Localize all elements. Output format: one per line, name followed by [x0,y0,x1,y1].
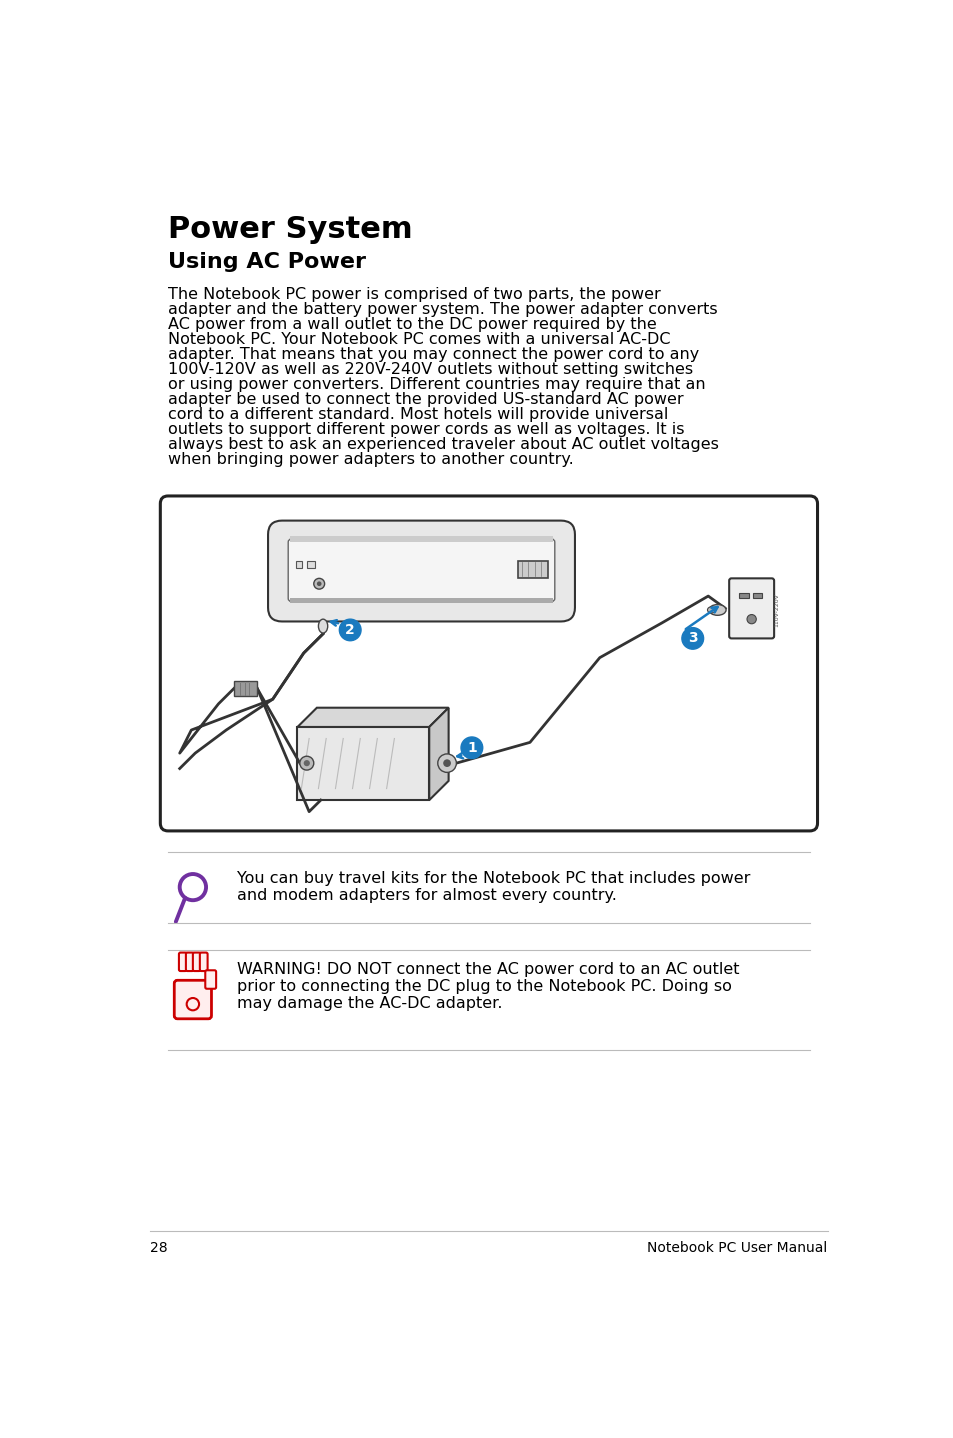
FancyBboxPatch shape [728,578,773,638]
Text: always best to ask an experienced traveler about AC outlet voltages: always best to ask an experienced travel… [168,437,719,452]
Bar [233,680,257,696]
FancyBboxPatch shape [205,971,216,989]
Text: and modem adapters for almost every country.: and modem adapters for almost every coun… [236,887,617,903]
Text: adapter and the battery power system. The power adapter converts: adapter and the battery power system. Th… [168,302,717,316]
Text: 3: 3 [687,631,697,646]
Polygon shape [297,707,448,728]
FancyBboxPatch shape [193,952,200,971]
Circle shape [681,627,703,649]
Circle shape [460,736,482,758]
Text: Notebook PC User Manual: Notebook PC User Manual [647,1241,827,1255]
Text: or using power converters. Different countries may require that an: or using power converters. Different cou… [168,377,705,391]
FancyBboxPatch shape [174,981,212,1018]
Text: The Notebook PC power is comprised of two parts, the power: The Notebook PC power is comprised of tw… [168,286,660,302]
Text: 1: 1 [467,741,476,755]
Circle shape [339,620,360,641]
FancyBboxPatch shape [160,496,817,831]
Bar [753,592,761,598]
Text: may damage the AC-DC adapter.: may damage the AC-DC adapter. [236,995,502,1011]
Bar [295,561,302,568]
Text: 100V-120V as well as 220V-240V outlets without setting switches: 100V-120V as well as 220V-240V outlets w… [168,361,693,377]
Bar [297,728,429,800]
FancyBboxPatch shape [268,521,575,621]
FancyBboxPatch shape [199,952,208,971]
Text: adapter. That means that you may connect the power cord to any: adapter. That means that you may connect… [168,347,699,361]
Text: 28: 28 [150,1241,168,1255]
Text: when bringing power adapters to another country.: when bringing power adapters to another … [168,452,573,467]
Bar [290,598,553,603]
Ellipse shape [708,604,725,615]
Text: prior to connecting the DC plug to the Notebook PC. Doing so: prior to connecting the DC plug to the N… [236,979,731,994]
FancyBboxPatch shape [288,539,555,601]
Circle shape [303,761,310,766]
Text: You can buy travel kits for the Notebook PC that includes power: You can buy travel kits for the Notebook… [236,871,750,886]
Ellipse shape [318,620,328,633]
Circle shape [746,614,756,624]
Bar [739,592,748,598]
Text: AC power from a wall outlet to the DC power required by the: AC power from a wall outlet to the DC po… [168,316,656,332]
Text: 110V-220V: 110V-220V [773,592,779,627]
FancyBboxPatch shape [179,952,187,971]
Ellipse shape [707,607,715,613]
Circle shape [316,581,321,587]
Bar [290,536,553,542]
Text: Power System: Power System [168,214,413,244]
FancyBboxPatch shape [186,952,193,971]
Bar [307,561,314,568]
Text: Notebook PC. Your Notebook PC comes with a universal AC-DC: Notebook PC. Your Notebook PC comes with… [168,332,670,347]
Text: 2: 2 [345,623,355,637]
Polygon shape [429,707,448,800]
Circle shape [299,756,314,771]
Text: adapter be used to connect the provided US-standard AC power: adapter be used to connect the provided … [168,391,683,407]
Bar [517,561,547,578]
Circle shape [443,759,451,766]
Text: outlets to support different power cords as well as voltages. It is: outlets to support different power cords… [168,421,684,437]
Text: cord to a different standard. Most hotels will provide universal: cord to a different standard. Most hotel… [168,407,668,421]
Text: Using AC Power: Using AC Power [168,252,366,272]
Circle shape [437,754,456,772]
Circle shape [314,578,324,590]
Text: WARNING! DO NOT connect the AC power cord to an AC outlet: WARNING! DO NOT connect the AC power cor… [236,962,739,976]
